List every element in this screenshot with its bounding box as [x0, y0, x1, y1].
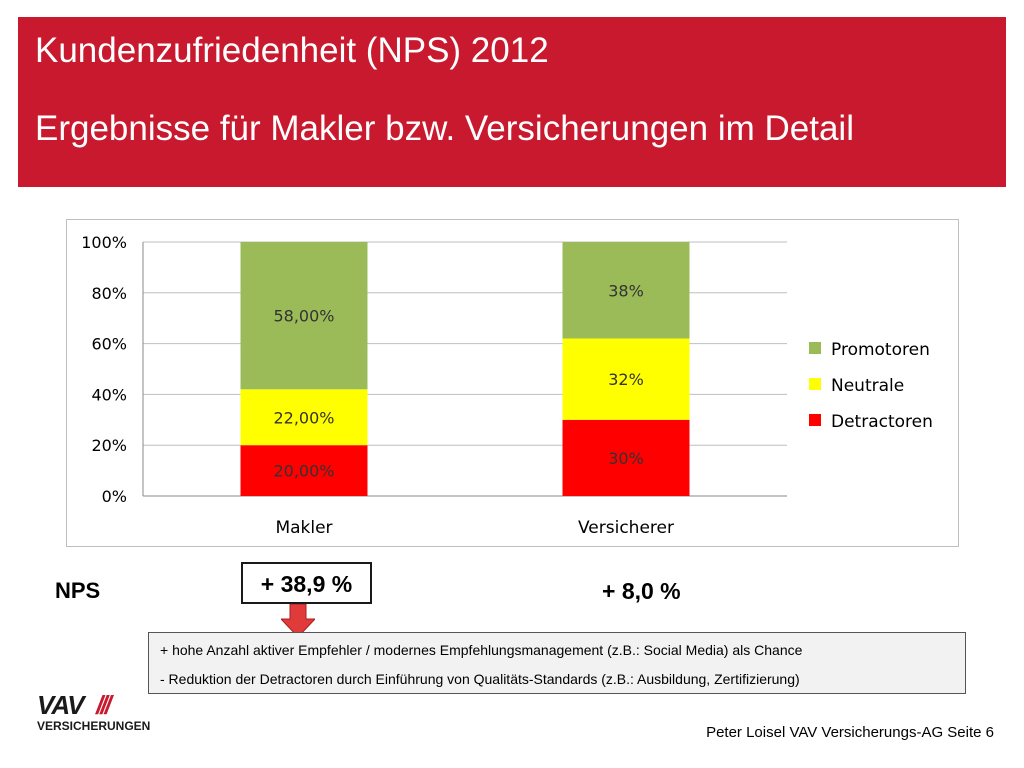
- note-line-negative: - Reduktion der Detractoren durch Einfüh…: [160, 671, 800, 687]
- stacked-bar-chart: 0% 20% 40% 60% 80% 100% 20,00% 22,00% 58,00% Makl…: [81, 233, 933, 538]
- bar-segment-promotoren: [240, 242, 368, 390]
- nps-versicherer-value: + 8,0 %: [602, 578, 681, 604]
- x-tick-label: Makler: [275, 518, 332, 538]
- legend-entry: Neutrale: [831, 376, 904, 396]
- y-tick-label: 20%: [91, 436, 127, 455]
- bar-segment-promotoren: [562, 242, 690, 339]
- bar-segment-detractoren: [562, 419, 690, 496]
- data-label: 30%: [608, 449, 644, 468]
- bar-segment-neutrale: [562, 338, 690, 420]
- nps-makler-box: + 38,9 %: [241, 562, 372, 604]
- data-label: 20,00%: [273, 462, 334, 481]
- data-label: 22,00%: [273, 408, 334, 427]
- logo-vav-text: VAV: [37, 690, 85, 720]
- y-tick-label: 60%: [91, 335, 127, 354]
- legend-swatch: [809, 342, 821, 354]
- footer-text: Peter Loisel VAV Versicherungs-AG Seite …: [706, 724, 994, 741]
- y-tick-label: 100%: [81, 233, 127, 252]
- legend-entry: Detractoren: [831, 412, 933, 432]
- data-label: 38%: [608, 281, 644, 300]
- page-subtitle: Ergebnisse für Makler bzw. Versicherunge…: [35, 109, 854, 148]
- legend-entry: Promotoren: [831, 340, 930, 360]
- data-label: 32%: [608, 370, 644, 389]
- nps-label: NPS: [55, 578, 101, 603]
- y-tick-label: 80%: [91, 284, 127, 303]
- bar-segment-neutrale: [240, 389, 368, 446]
- vav-logo: VAV /// VERSICHERUNGEN: [37, 691, 167, 739]
- notes-box: + hohe Anzahl aktiver Empfehler / modern…: [148, 632, 966, 694]
- legend-swatch: [809, 378, 821, 390]
- bar-segment-detractoren: [240, 445, 368, 496]
- y-tick-label: 0%: [102, 487, 127, 506]
- nps-makler-value: + 38,9 %: [260, 571, 353, 597]
- x-tick-label: Versicherer: [578, 518, 674, 538]
- chart-frame: 0% 20% 40% 60% 80% 100% 20,00% 22,00% 58,00% Makl…: [66, 219, 959, 547]
- legend-swatch: [809, 414, 821, 426]
- note-line-positive: + hohe Anzahl aktiver Empfehler / modern…: [160, 642, 803, 658]
- logo-slashes: ///: [96, 690, 112, 720]
- data-label: 58,00%: [273, 307, 334, 326]
- y-tick-label: 40%: [91, 385, 127, 404]
- page-title: Kundenzufriedenheit (NPS) 2012: [35, 31, 549, 70]
- logo-subtext: VERSICHERUNGEN: [37, 719, 151, 733]
- down-arrow-icon: [281, 604, 315, 637]
- title-banner: Kundenzufriedenheit (NPS) 2012 Ergebniss…: [18, 17, 1006, 187]
